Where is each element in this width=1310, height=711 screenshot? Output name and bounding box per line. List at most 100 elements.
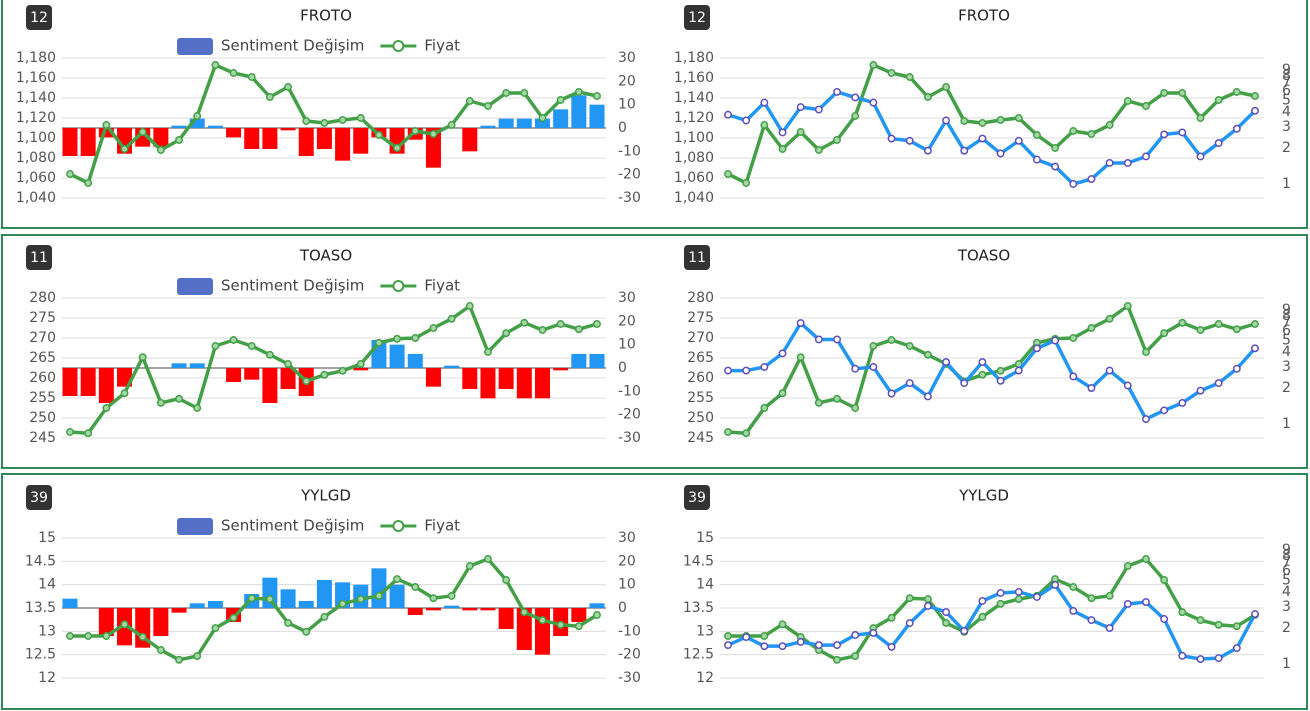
y-tick-label: 275 xyxy=(29,310,56,326)
y-tick-label: 245 xyxy=(687,430,714,446)
point xyxy=(760,98,769,107)
legend-swatch xyxy=(177,38,213,55)
point xyxy=(447,121,456,129)
bar xyxy=(80,368,96,396)
point xyxy=(1032,155,1041,164)
point xyxy=(302,377,311,386)
point xyxy=(833,87,841,96)
point xyxy=(120,389,129,398)
bar xyxy=(353,368,369,371)
point xyxy=(1251,92,1259,100)
y2-tick-label: 4 xyxy=(1282,344,1291,360)
y-tick-label: 280 xyxy=(29,290,56,306)
bar xyxy=(516,608,532,650)
point xyxy=(778,128,787,137)
point xyxy=(796,103,805,112)
point xyxy=(996,376,1005,385)
bar xyxy=(480,368,496,399)
bar xyxy=(425,128,441,168)
y2-tick-label: 0 xyxy=(618,120,627,136)
y2-tick-label: 1 xyxy=(1282,416,1291,432)
point xyxy=(229,336,238,344)
y-tick-label: 1,100 xyxy=(16,130,56,146)
point xyxy=(265,93,274,101)
point xyxy=(978,597,987,605)
point xyxy=(138,128,147,136)
point xyxy=(923,392,932,401)
point xyxy=(175,394,183,403)
chart-title: YYLGD xyxy=(958,487,1009,505)
y-tick-label: 12 xyxy=(38,670,56,686)
chart-title: YYLGD xyxy=(300,487,351,505)
bar xyxy=(98,368,114,403)
badge xyxy=(684,245,710,270)
y-tick-label: 275 xyxy=(687,310,714,326)
badge xyxy=(684,5,710,30)
point xyxy=(156,146,165,154)
y2-tick-label: -30 xyxy=(618,670,641,686)
point xyxy=(1232,622,1241,631)
point xyxy=(1160,329,1169,338)
point xyxy=(1087,175,1096,184)
bar xyxy=(425,368,441,387)
point xyxy=(1069,607,1078,615)
point xyxy=(1214,320,1223,328)
point xyxy=(869,342,878,350)
point xyxy=(942,116,951,125)
point xyxy=(851,93,860,102)
point xyxy=(796,128,805,136)
point xyxy=(1251,344,1259,353)
point xyxy=(1214,96,1223,104)
point xyxy=(211,61,220,69)
bar xyxy=(389,584,405,608)
point xyxy=(978,134,987,143)
y-tick-label: 14.5 xyxy=(683,553,714,569)
y-tick-label: 255 xyxy=(687,390,714,406)
y-tick-label: 12 xyxy=(696,670,714,686)
point xyxy=(1178,318,1187,327)
y-tick-label: 265 xyxy=(687,350,714,366)
y-tick-label: 1,080 xyxy=(674,150,714,166)
point xyxy=(960,379,969,388)
point xyxy=(156,646,165,654)
point xyxy=(393,575,402,584)
point xyxy=(996,589,1005,597)
point xyxy=(724,428,732,436)
point xyxy=(502,576,511,584)
point xyxy=(760,404,769,412)
point xyxy=(814,398,823,407)
y-tick-label: 1,060 xyxy=(674,170,714,186)
y-tick-label: 1,100 xyxy=(674,130,714,146)
bar xyxy=(498,368,514,389)
point xyxy=(887,613,896,622)
badge xyxy=(26,245,52,270)
y2-tick-label: -30 xyxy=(618,430,641,446)
point xyxy=(1123,159,1132,167)
y2-tick-label: 9 xyxy=(1282,542,1291,558)
y2-tick-label: 30 xyxy=(618,530,636,546)
point xyxy=(1232,124,1241,133)
y2-tick-label: 10 xyxy=(618,337,636,353)
point xyxy=(742,366,751,375)
point xyxy=(1178,651,1187,660)
point xyxy=(1232,364,1241,373)
point xyxy=(484,555,492,563)
bar xyxy=(189,118,205,128)
y2-tick-label: -10 xyxy=(618,383,641,399)
point xyxy=(742,116,751,125)
point xyxy=(465,302,474,310)
y-tick-label: 280 xyxy=(687,290,714,306)
bar xyxy=(189,603,205,608)
bar xyxy=(62,598,78,608)
point xyxy=(742,429,751,438)
point xyxy=(1251,320,1259,328)
point xyxy=(1142,102,1150,110)
point xyxy=(905,594,914,603)
point xyxy=(1160,130,1169,139)
y2-tick-label: 2 xyxy=(1282,380,1291,396)
y2-tick-label: -20 xyxy=(618,167,641,183)
point xyxy=(1032,344,1041,353)
point xyxy=(429,594,438,603)
point xyxy=(520,318,529,327)
bar xyxy=(153,608,169,636)
